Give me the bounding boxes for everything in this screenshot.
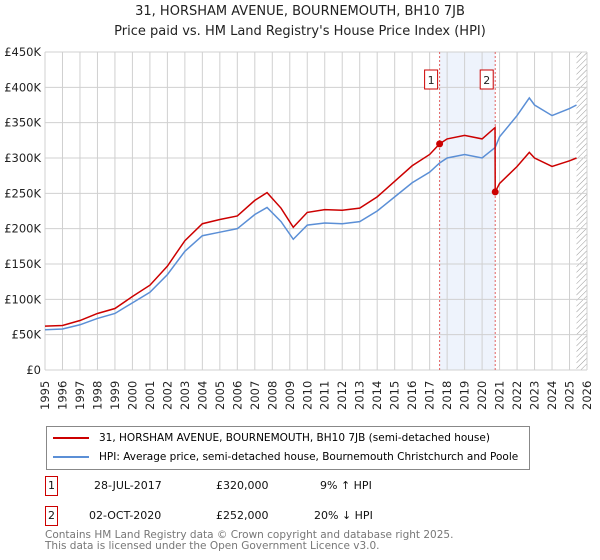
x-tick-label: 2020 (475, 381, 489, 410)
legend-swatch (53, 456, 89, 458)
transaction-date: 28-JUL-2017 (94, 479, 162, 492)
x-tick-label: 2001 (143, 381, 157, 410)
y-tick-label: £0 (26, 363, 41, 377)
x-tick-label: 2007 (248, 381, 262, 410)
x-tick-label: 2003 (178, 381, 192, 410)
x-tick-label: 2026 (580, 381, 594, 410)
footer-copyright: Contains HM Land Registry data © Crown c… (45, 529, 454, 541)
transaction-date: 02-OCT-2020 (89, 509, 162, 522)
x-tick-label: 1995 (38, 381, 52, 410)
x-tick-label: 2015 (388, 381, 402, 410)
sale-marker-label: 1 (428, 74, 435, 87)
transaction-badge: 2 (45, 506, 58, 526)
chart-title: 31, HORSHAM AVENUE, BOURNEMOUTH, BH10 7J… (135, 4, 465, 19)
legend-swatch (53, 437, 89, 439)
x-tick-label: 2017 (423, 381, 437, 410)
transaction-badge: 1 (45, 476, 58, 496)
y-tick-label: £150K (4, 257, 41, 271)
y-tick-label: £50K (12, 328, 42, 342)
y-tick-label: £400K (4, 80, 41, 94)
y-tick-label: £450K (4, 45, 41, 59)
x-tick-label: 2005 (213, 381, 227, 410)
x-tick-label: 2024 (545, 381, 559, 410)
x-tick-label: 2019 (458, 381, 472, 410)
x-tick-label: 1999 (108, 381, 122, 410)
sale-marker-badge (479, 69, 494, 90)
x-tick-label: 2014 (370, 381, 384, 410)
x-tick-label: 2002 (160, 381, 174, 410)
transaction-price: £320,000 (216, 479, 269, 492)
transaction-hpi: 20% ↓ HPI (314, 509, 373, 522)
series-line (44, 125, 577, 327)
x-tick-label: 2023 (528, 381, 542, 410)
plot-area: 1995 1996 1997 1998 1999 2000 2001 2002 2003 2004… (4, 45, 594, 410)
sale-point (491, 188, 499, 196)
legend: 31, HORSHAM AVENUE, BOURNEMOUTH, BH10 7J… (46, 426, 530, 470)
legend-item-hpi: HPI: Average price, semi-detached house,… (53, 451, 518, 463)
x-tick-label: 2011 (318, 381, 332, 410)
x-tick-label: 2010 (300, 381, 314, 410)
x-tick-label: 2006 (230, 381, 244, 410)
series-line (44, 96, 577, 331)
transaction-price: £252,000 (216, 509, 269, 522)
x-tick-label: 2012 (335, 381, 349, 410)
forecast-hatch (576, 52, 587, 370)
x-tick-label: 1998 (90, 381, 104, 410)
x-tick-label: 2021 (493, 381, 507, 410)
y-tick-label: £100K (4, 292, 41, 306)
x-tick-label: 2008 (265, 381, 279, 410)
sale-marker-badge (424, 69, 439, 90)
x-tick-label: 1997 (73, 381, 87, 410)
x-tick-label: 2009 (283, 381, 297, 410)
y-tick-label: £300K (4, 151, 41, 165)
y-tick-label: £200K (4, 222, 41, 236)
legend-label: 31, HORSHAM AVENUE, BOURNEMOUTH, BH10 7J… (99, 432, 490, 444)
x-tick-label: 2004 (195, 381, 209, 410)
chart-subtitle: Price paid vs. HM Land Registry's House … (114, 24, 486, 39)
x-tick-label: 1996 (55, 381, 69, 410)
x-tick-label: 2000 (125, 381, 139, 410)
x-tick-label: 2025 (563, 381, 577, 410)
x-tick-label: 2016 (405, 381, 419, 410)
sale-point (436, 140, 444, 148)
sale-marker-label: 2 (483, 74, 490, 87)
legend-item-property: 31, HORSHAM AVENUE, BOURNEMOUTH, BH10 7J… (53, 432, 490, 444)
sale-period-shade (439, 52, 496, 370)
legend-label: HPI: Average price, semi-detached house,… (99, 451, 519, 463)
footer: Contains HM Land Registry data © Crown c… (45, 530, 453, 552)
footer-licence: This data is licensed under the Open Gov… (45, 540, 380, 552)
y-tick-label: £250K (4, 186, 41, 200)
x-tick-label: 2022 (510, 381, 524, 410)
y-tick-label: £350K (4, 116, 41, 130)
x-tick-label: 2018 (440, 381, 454, 410)
x-tick-label: 2013 (353, 381, 367, 410)
transaction-hpi: 9% ↑ HPI (320, 479, 372, 492)
